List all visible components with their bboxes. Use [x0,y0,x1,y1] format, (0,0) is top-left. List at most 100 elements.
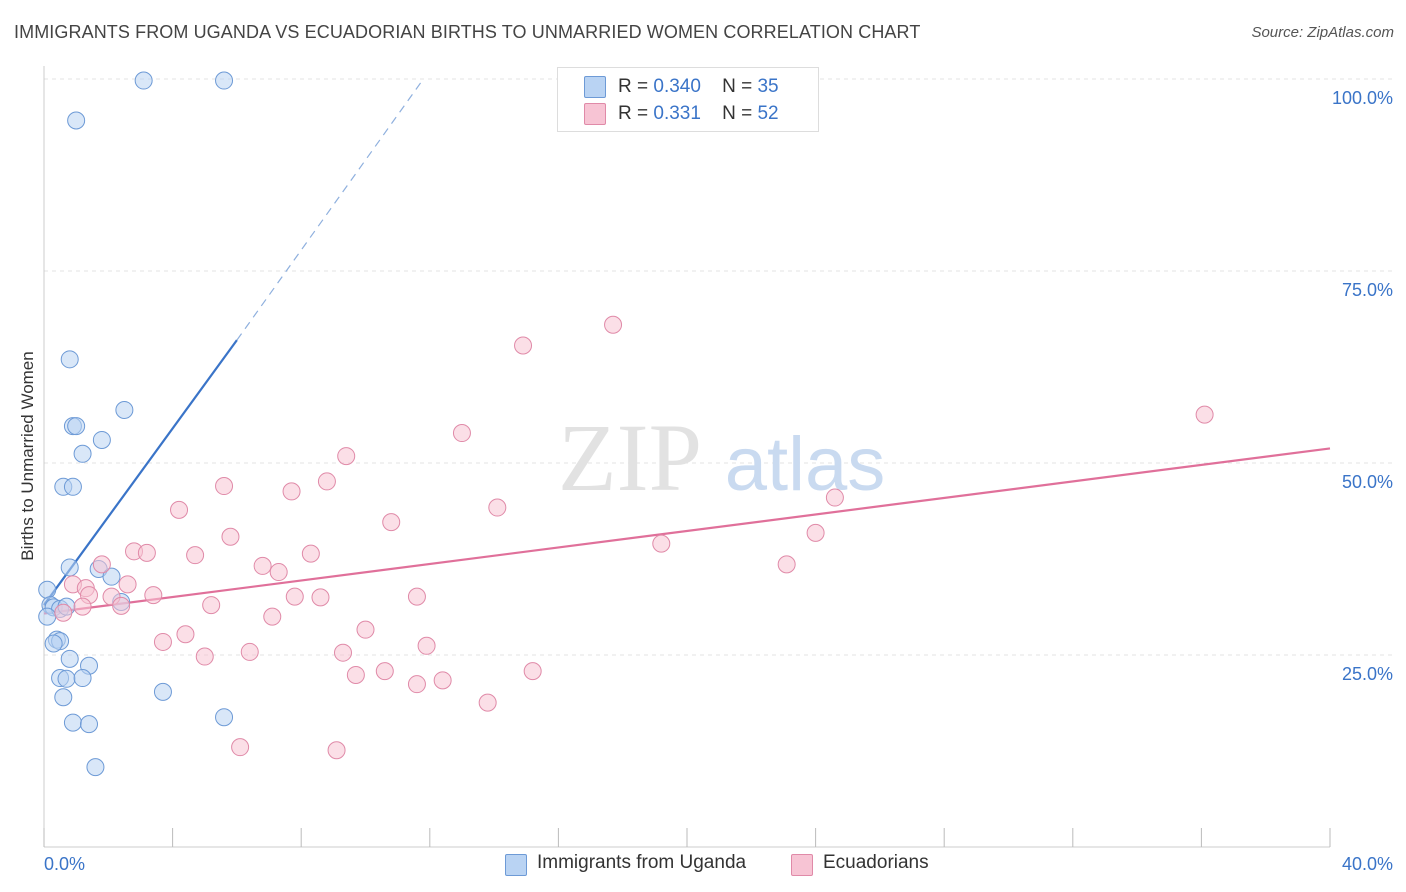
ecuadorian-point [176,625,195,644]
ecuadorian-point [452,424,471,443]
ecuadorian-point [514,336,533,355]
ecuadorian-point [215,477,234,496]
ecuadorian-point [777,555,796,574]
watermark-atlas: atlas [725,422,886,507]
source-label: Source: ZipAtlas.com [1251,24,1394,41]
ecuadorian-point [382,513,401,532]
uganda-trend-line [43,339,238,606]
y-axis-label: Births to Unmarried Women [18,351,37,560]
ecuadorian-point [825,488,844,507]
n-label: N = [722,103,753,124]
ecuadorian-point [263,607,282,626]
uganda-trend-extension [236,78,424,341]
uganda-point [54,688,73,707]
ecuadorian-point [407,675,426,694]
ecuadorian-point [523,662,542,681]
ecuadorian-point [282,482,301,501]
uganda-point [38,580,57,599]
data-points [38,71,1214,777]
ecuadorian-point [327,741,346,760]
uganda-point [92,430,111,449]
uganda-point [86,758,105,777]
ecuadorian-point [231,738,250,757]
watermark: ZIP atlas [558,404,885,511]
n-value: 35 [757,76,779,97]
uganda-point [153,682,172,701]
chart-title: IMMIGRANTS FROM UGANDA VS ECUADORIAN BIR… [14,22,921,42]
y-tick-label: 100.0% [1332,88,1393,108]
legend-swatch-ecuadorians [791,854,813,876]
uganda-point [102,567,121,586]
gridlines [44,78,1393,656]
r-label: R = [618,76,649,97]
ecuadorian-point [806,523,825,542]
uganda-point [67,111,86,130]
uganda-point [63,713,82,732]
ecuadorian-point [153,632,172,651]
uganda-point [134,71,153,90]
uganda-point [115,401,134,420]
ecuadorian-point [356,620,375,639]
ecuadorian-point [311,588,330,607]
ecuadorian-point [337,447,356,466]
ecuadorian-point [240,642,259,661]
legend-label-ecuadorians: Ecuadorians [823,852,929,873]
ecuadorian-trend-line [43,447,1331,615]
stats-legend: R = 0.340 N = 35 R = 0.331 N = 52 [557,67,819,132]
ecuadorian-point [604,315,623,334]
uganda-swatch [584,76,606,98]
uganda-point [60,350,79,369]
legend-label-uganda: Immigrants from Uganda [537,852,747,873]
axes [43,66,1331,848]
ecuadorian-point [269,563,288,582]
uganda-point [67,417,86,436]
ecuadorian-point [417,636,436,655]
ecuadorian-point [488,498,507,517]
ecuadorian-point [433,671,452,690]
ecuadorian-point [137,543,156,562]
ecuadorian-point [73,597,92,616]
uganda-point [60,649,79,668]
ecuadorian-point [478,693,497,712]
ecuadorian-point [285,587,304,606]
ecuadorian-point [221,527,240,546]
ecuadorian-point [375,662,394,681]
ecuadorian-point [92,555,111,574]
n-value: 52 [757,103,779,124]
trend-lines [43,78,1331,615]
uganda-point [215,708,234,727]
ecuadorian-point [195,647,214,666]
uganda-point [73,669,92,688]
ecuadorians-swatch [584,103,606,125]
ecuadorian-point [54,603,73,622]
ecuadorian-point [202,596,221,615]
x-tick-label: 0.0% [44,854,85,874]
x-tick-label: 40.0% [1342,854,1393,874]
ecuadorian-point [112,596,131,615]
ecuadorian-point [301,544,320,563]
r-label: R = [618,103,649,124]
ecuadorian-point [407,587,426,606]
ecuadorian-point [317,472,336,491]
uganda-point [215,71,234,90]
ecuadorian-point [1195,405,1214,424]
ecuadorian-point [253,556,272,575]
ecuadorian-point [652,534,671,553]
uganda-point [60,558,79,577]
ecuadorian-point [186,546,205,565]
y-tick-label: 50.0% [1342,472,1393,492]
ecuadorian-point [144,586,163,605]
uganda-point [38,607,57,626]
uganda-point [73,444,92,463]
x-tick-labels: 0.0% 40.0% [44,854,1393,874]
y-tick-labels: 25.0% 50.0% 75.0% 100.0% [1332,88,1393,684]
uganda-point [80,715,99,734]
uganda-point [63,477,82,496]
uganda-point [57,669,76,688]
y-tick-label: 75.0% [1342,280,1393,300]
ecuadorian-point [118,575,137,594]
n-label: N = [722,76,753,97]
uganda-point [44,634,63,653]
ecuadorian-point [170,500,189,519]
